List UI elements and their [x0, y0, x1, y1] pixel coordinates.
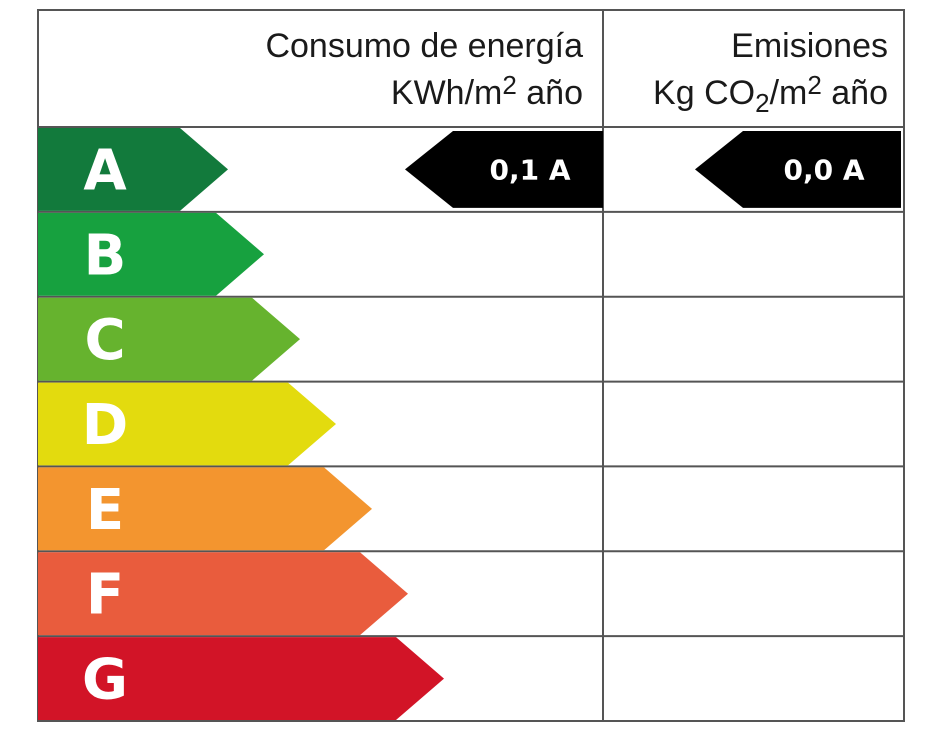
grade-letter-a: A: [83, 138, 127, 203]
consumo-unit-end: año: [517, 74, 583, 112]
emisiones-rating-indicator: 0,0 A: [695, 131, 901, 208]
emisiones-unit-end: año: [822, 74, 888, 112]
grade-arrow-e: [38, 467, 372, 551]
emisiones-header-line1: Emisiones: [731, 27, 888, 65]
grade-letter-b: B: [84, 223, 127, 288]
consumo-rating-arrow: [405, 131, 603, 208]
grade-arrow-d: [38, 382, 336, 466]
grade-arrow-g: [38, 637, 444, 720]
emisiones-rating-value: 0,0 A: [783, 153, 864, 186]
grade-letter-c: C: [84, 308, 125, 373]
consumo-header-line2: KWh/m2 año: [391, 70, 583, 112]
grade-arrow-c: [38, 297, 300, 381]
grade-letter-f: F: [86, 563, 124, 628]
consumo-header-line1: Consumo de energía: [265, 27, 583, 65]
consumo-unit: KWh/m: [391, 74, 502, 112]
grade-letter-g: G: [82, 648, 128, 713]
table-grid: [37, 9, 905, 722]
grade-arrow-f: [38, 552, 408, 636]
grade-arrow-b: [38, 212, 264, 296]
consumo-unit-sup: 2: [502, 70, 516, 100]
grade-arrow-a: [38, 128, 228, 211]
consumo-rating-indicator: 0,1 A: [405, 131, 603, 208]
row-dividers: [38, 210, 904, 638]
grade-letter-e: E: [86, 478, 124, 543]
emisiones-header-line2: Kg CO2/m2 año: [653, 70, 888, 118]
emisiones-unit-a: Kg CO: [653, 74, 755, 112]
emisiones-unit-sup: 2: [807, 70, 821, 100]
consumo-rating-value: 0,1 A: [489, 153, 570, 186]
emisiones-unit-sub: 2: [755, 88, 769, 118]
grade-letter-d: D: [82, 393, 128, 458]
emisiones-unit-b: /m: [770, 74, 808, 112]
emisiones-rating-arrow: [695, 131, 901, 208]
